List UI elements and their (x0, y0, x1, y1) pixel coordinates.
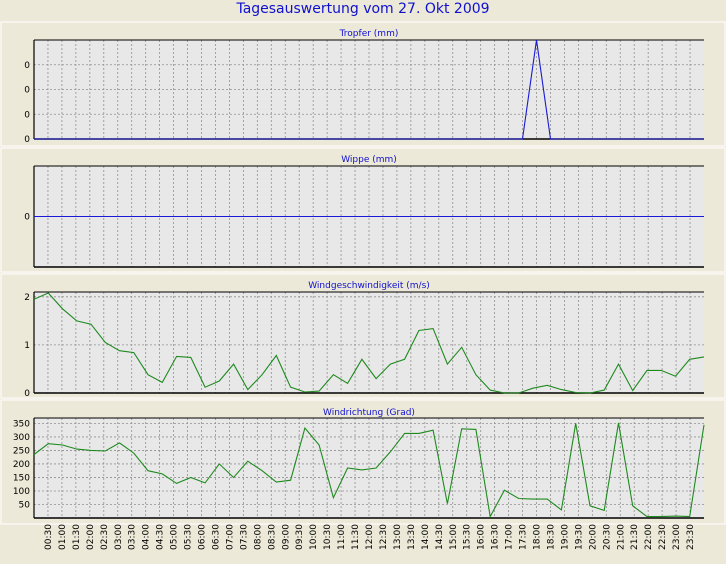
x-tick-label: 16:30 (491, 524, 501, 550)
panel-frame (0, 21, 726, 147)
x-tick-label: 10:00 (309, 524, 319, 550)
x-tick-label: 01:00 (58, 524, 68, 550)
x-tick-label: 18:00 (533, 524, 543, 550)
panel-windgeschwindigkeit: Windgeschwindigkeit (m/s) 2 1 0 (0, 273, 726, 399)
x-tick-label: 14:30 (435, 524, 445, 550)
y-tick-label: 100 (13, 487, 30, 497)
x-tick-label: 18:30 (547, 524, 557, 550)
x-tick-label: 11:30 (351, 524, 361, 550)
x-tick-label: 23:30 (686, 524, 696, 550)
x-tick-label: 02:30 (100, 524, 110, 550)
x-tick-label: 04:00 (142, 524, 152, 550)
x-tick-label: 13:30 (407, 524, 417, 550)
x-tick-label: 06:30 (212, 524, 222, 550)
x-tick-label: 12:00 (365, 524, 375, 550)
x-tick-label: 15:00 (449, 524, 459, 550)
y-tick-label: 0 (24, 110, 30, 120)
x-tick-label: 06:00 (198, 524, 208, 550)
series-line-windrichtung (33, 422, 705, 519)
y-tick-label: 0 (24, 213, 30, 223)
panel-title: Windgeschwindigkeit (m/s) (308, 281, 430, 291)
x-axis-labels: 00:30 01:00 01:30 02:00 02:30 03:00 03:30 04:00… (44, 524, 696, 550)
panel-frame (0, 273, 726, 399)
y-tick-label: 0 (24, 389, 30, 399)
panel-title: Windrichtung (Grad) (323, 408, 415, 418)
y-tick-label: 50 (19, 500, 31, 510)
x-tick-label: 16:00 (477, 524, 487, 550)
y-tick-label: 300 (13, 433, 30, 443)
x-tick-label: 17:00 (505, 524, 515, 550)
x-tick-label: 22:00 (644, 524, 654, 550)
page-title: Tagesauswertung vom 27. Okt 2009 (236, 1, 490, 17)
y-tick-label: 1 (24, 341, 30, 351)
x-tick-label: 17:30 (519, 524, 529, 550)
x-tick-label: 13:00 (393, 524, 403, 550)
x-tick-label: 21:30 (630, 524, 640, 550)
panel-windrichtung: Windrichtung (Grad) 350 300 250 200 150 100 50 (0, 399, 726, 525)
x-tick-label: 19:30 (574, 524, 584, 550)
panel-tropfer: Tropfer (mm) 0 0 0 0 (0, 21, 726, 147)
x-tick-label: 03:30 (128, 524, 138, 550)
x-tick-label: 20:00 (588, 524, 598, 550)
x-tick-label: 01:30 (72, 524, 82, 550)
panel-title: Wippe (mm) (341, 155, 397, 165)
x-tick-label: 11:00 (337, 524, 347, 550)
x-tick-label: 14:00 (421, 524, 431, 550)
x-tick-label: 08:00 (253, 524, 263, 550)
x-tick-label: 05:00 (170, 524, 180, 550)
y-tick-label: 150 (13, 473, 30, 483)
x-tick-label: 07:00 (225, 524, 235, 550)
x-tick-label: 22:30 (658, 524, 668, 550)
x-tick-label: 10:30 (323, 524, 333, 550)
x-tick-label: 23:00 (672, 524, 682, 550)
x-tick-label: 15:30 (463, 524, 473, 550)
y-tick-label: 250 (13, 446, 30, 456)
y-tick-label: 0 (24, 61, 30, 71)
x-tick-label: 00:30 (44, 524, 54, 550)
x-tick-label: 19:00 (560, 524, 570, 550)
x-tick-label: 09:00 (281, 524, 291, 550)
y-tick-label: 0 (24, 135, 30, 145)
x-tick-label: 05:30 (184, 524, 194, 550)
x-tick-label: 20:30 (602, 524, 612, 550)
x-tick-label: 08:30 (267, 524, 277, 550)
panel-title: Tropfer (mm) (339, 29, 399, 39)
y-tick-label: 200 (13, 460, 30, 470)
panel-frame (0, 399, 726, 525)
x-tick-label: 21:00 (616, 524, 626, 550)
x-tick-label: 07:30 (239, 524, 249, 550)
series-line-tropfer (34, 39, 704, 140)
y-tick-label: 2 (24, 293, 30, 303)
y-tick-label: 0 (24, 86, 30, 96)
x-tick-label: 04:30 (156, 524, 166, 550)
panel-wippe: Wippe (mm) 0 (0, 147, 726, 273)
panel-frame (0, 147, 726, 273)
x-tick-label: 12:30 (379, 524, 389, 550)
x-tick-label: 09:30 (295, 524, 305, 550)
y-tick-label: 350 (13, 419, 30, 429)
x-tick-label: 03:00 (114, 524, 124, 550)
series-line-windgeschwindigkeit (33, 292, 705, 394)
x-tick-label: 02:00 (86, 524, 96, 550)
